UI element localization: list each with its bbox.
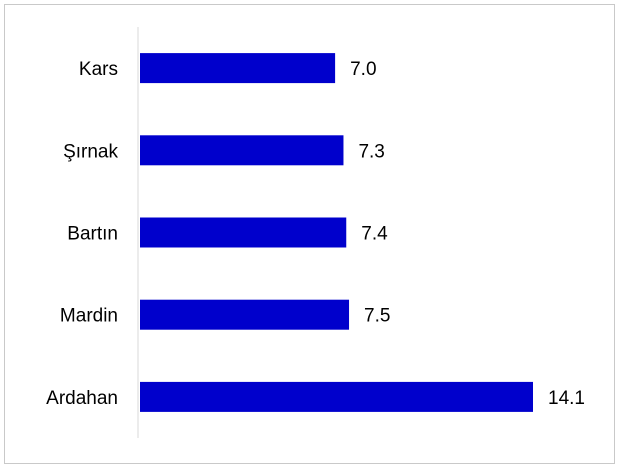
category-label: Ardahan xyxy=(46,388,118,409)
bar-şırnak xyxy=(140,135,344,166)
value-label: 7.5 xyxy=(364,306,390,327)
bars-group xyxy=(140,53,533,412)
bar-ardahan xyxy=(140,381,533,412)
bar-bartın xyxy=(140,217,347,248)
category-labels-group: Kars Şırnak Bartın Mardin Ardahan xyxy=(46,59,118,409)
value-label: 14.1 xyxy=(548,388,585,409)
category-label: Mardin xyxy=(60,306,118,327)
value-label: 7.3 xyxy=(358,141,384,162)
bar-kars xyxy=(140,53,336,84)
value-labels-group: 7.0 7.3 7.4 7.5 14.1 xyxy=(350,59,585,409)
value-label: 7.0 xyxy=(350,59,376,80)
bar-mardin xyxy=(140,299,350,330)
category-label: Bartın xyxy=(67,224,118,245)
category-label: Şırnak xyxy=(63,141,118,162)
value-label: 7.4 xyxy=(361,224,388,245)
category-label: Kars xyxy=(79,59,118,80)
